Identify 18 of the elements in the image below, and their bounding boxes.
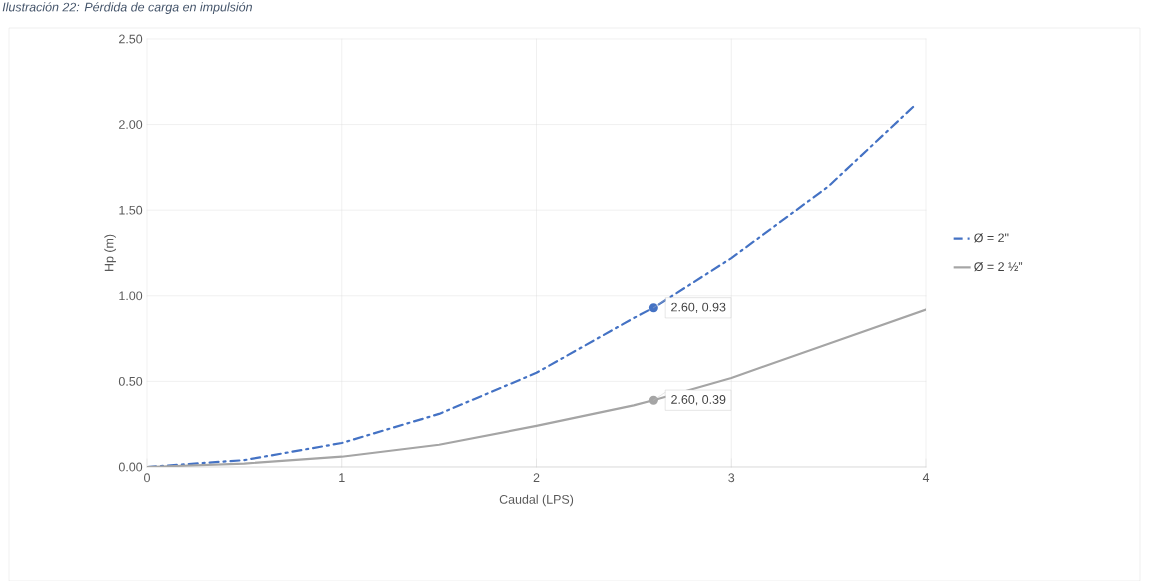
chart-title: Ilustración 22: Pérdida de carga en impulsión: [2, 2, 252, 14]
legend-label: Ø = 2 ½”: [974, 261, 1023, 272]
x-tick-label: 0: [144, 473, 150, 483]
x-tick-label: 2: [533, 473, 540, 483]
x-tick-label: 3: [728, 473, 735, 483]
y-axis-title: Hp (m): [104, 234, 116, 271]
y-tick-label: 2.00: [119, 120, 143, 129]
y-tick-label: 2.50: [119, 34, 143, 44]
y-tick-label: 1.50: [119, 205, 143, 215]
x-axis-title: Caudal (LPS): [499, 494, 574, 507]
annotation: 2.60, 0.39: [671, 395, 726, 406]
x-tick-label: 1: [339, 473, 345, 482]
y-tick-label: 1.00: [119, 291, 143, 301]
x-tick-label: 4: [922, 473, 930, 482]
annotation: 2.60, 0.93: [671, 302, 726, 313]
y-tick-label: 0.00: [118, 462, 143, 472]
y-tick-label: 0.50: [118, 376, 143, 386]
legend-label: Ø = 2": [974, 233, 1009, 243]
